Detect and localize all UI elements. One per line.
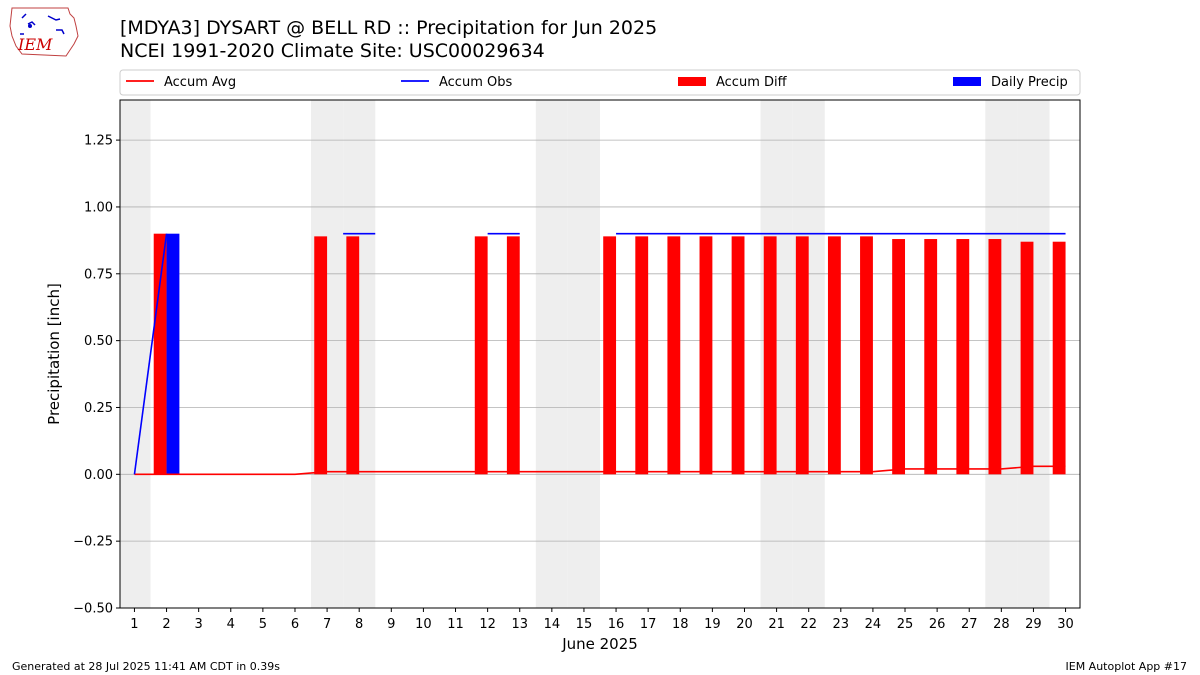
weekend-band-14 — [535, 100, 568, 608]
iem-logo: IEM — [8, 6, 80, 62]
x-tick-label: 21 — [768, 617, 785, 632]
legend-box — [119, 69, 1081, 96]
iem-logo-graphic: IEM — [9, 7, 79, 57]
accum-diff-bar — [603, 236, 617, 475]
x-tick-label: 26 — [929, 617, 946, 632]
x-tick-label: 27 — [961, 617, 978, 632]
x-tick-label: 6 — [291, 617, 299, 632]
x-tick-label: 2 — [162, 617, 170, 632]
accum-diff-bar — [153, 233, 167, 475]
chart-subtitle: NCEI 1991-2020 Climate Site: USC00029634 — [120, 40, 545, 62]
y-tick-label: 1.25 — [84, 134, 113, 149]
legend-swatch — [678, 77, 706, 86]
x-tick-label: 13 — [511, 617, 528, 632]
accum-diff-bar — [892, 239, 906, 475]
x-tick-label: 15 — [576, 617, 593, 632]
weekend-shading — [120, 100, 1050, 608]
accum-diff-bar — [1020, 241, 1034, 475]
accum-diff-bar — [667, 236, 681, 475]
bars — [153, 233, 1066, 475]
x-tick-label: 10 — [415, 617, 432, 632]
x-tick-label: 30 — [1057, 617, 1074, 632]
x-tick-label: 18 — [672, 617, 689, 632]
daily-precip-bar — [166, 233, 180, 475]
x-tick-label: 9 — [387, 617, 395, 632]
x-tick-label: 22 — [800, 617, 817, 632]
legend-label: Accum Diff — [716, 75, 788, 90]
accum-diff-bar — [635, 236, 649, 475]
x-tick-label: 24 — [865, 617, 882, 632]
weekend-band-15 — [567, 100, 600, 608]
x-tick-label: 25 — [897, 617, 914, 632]
accum-diff-bar — [924, 239, 938, 475]
accum-diff-bar — [795, 236, 809, 475]
accum-diff-bar — [699, 236, 713, 475]
x-axis-label: June 2025 — [561, 635, 638, 653]
x-tick-label: 7 — [323, 617, 331, 632]
y-tick-label: 0.00 — [84, 468, 113, 483]
x-tick-label: 14 — [544, 617, 561, 632]
accum-avg-line — [134, 465, 1066, 476]
accum-diff-bar — [763, 236, 777, 475]
y-axis: −0.50 −0.25 0.00 0.25 0.50 0.75 1.00 1.25 — [73, 134, 120, 617]
x-tick-label: 11 — [447, 617, 464, 632]
y-tick-label: 0.25 — [84, 401, 113, 416]
series-lines — [133, 232, 1066, 476]
x-tick-label: 4 — [227, 617, 235, 632]
y-axis-label: Precipitation [inch] — [45, 283, 63, 425]
generated-timestamp: Generated at 28 Jul 2025 11:41 AM CDT in… — [12, 660, 280, 673]
legend: Accum Avg Accum Obs Accum Diff Daily Precip — [119, 69, 1081, 96]
x-axis: 1 2 3 4 5 6 7 8 9 10 11 12 13 14 15 16 17 18 19 20 21 22 23 24 2… — [130, 608, 1074, 632]
x-tick-label: 23 — [833, 617, 850, 632]
x-tick-label: 5 — [259, 617, 267, 632]
x-tick-label: 19 — [704, 617, 721, 632]
accum-diff-bar — [731, 236, 745, 475]
y-tick-label: 0.50 — [84, 334, 113, 349]
x-tick-label: 28 — [993, 617, 1010, 632]
legend-label: Accum Obs — [439, 75, 512, 90]
x-tick-label: 16 — [608, 617, 625, 632]
weekend-band-1 — [120, 100, 151, 608]
accum-diff-bar — [346, 236, 360, 475]
x-tick-label: 17 — [640, 617, 657, 632]
accum-diff-bar — [988, 239, 1002, 475]
x-tick-label: 20 — [736, 617, 753, 632]
accum-diff-bar — [506, 236, 520, 475]
y-tick-label: −0.50 — [73, 602, 113, 617]
x-tick-label: 12 — [479, 617, 496, 632]
x-tick-label: 1 — [130, 617, 138, 632]
accum-obs-line — [133, 233, 168, 475]
y-tick-label: 1.00 — [84, 200, 113, 215]
y-tick-label: 0.75 — [84, 267, 113, 282]
legend-label: Accum Avg — [164, 75, 236, 90]
y-tick-label: −0.25 — [73, 535, 113, 550]
plot-frame — [119, 99, 1081, 609]
accum-diff-bar — [860, 236, 873, 475]
legend-swatch — [953, 77, 981, 86]
app-credit: IEM Autoplot App #17 — [1065, 660, 1188, 673]
chart-title: [MDYA3] DYSART @ BELL RD :: Precipitatio… — [120, 17, 658, 39]
accum-diff-bar — [827, 236, 841, 475]
accum-diff-bar — [314, 236, 328, 475]
x-tick-label: 8 — [355, 617, 363, 632]
x-tick-label: 29 — [1025, 617, 1042, 632]
iem-logo-text: IEM — [17, 35, 53, 54]
x-tick-label: 3 — [195, 617, 203, 632]
legend-label: Daily Precip — [991, 75, 1068, 90]
accum-diff-bar — [956, 239, 970, 475]
accum-diff-bar — [474, 236, 488, 475]
accum-diff-bar — [1052, 241, 1066, 475]
